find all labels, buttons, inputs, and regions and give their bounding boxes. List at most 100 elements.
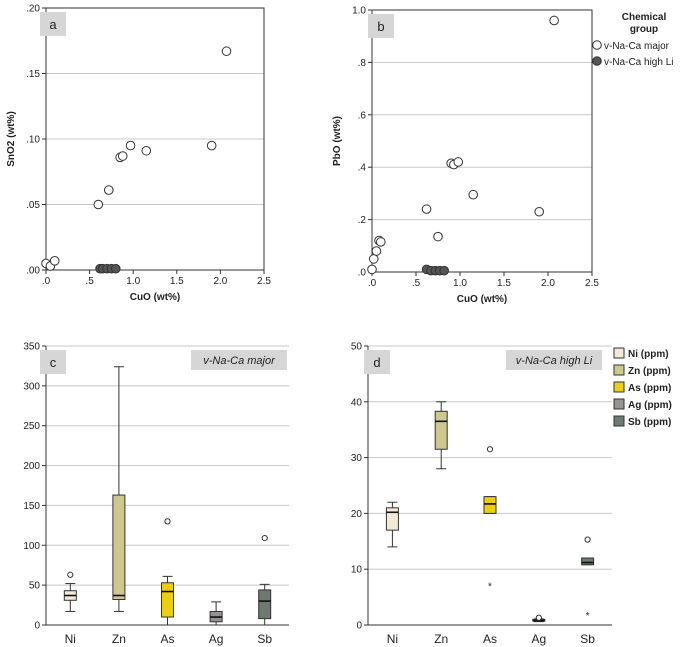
x-tick-label: .0 bbox=[368, 278, 377, 289]
box-iqr bbox=[483, 496, 497, 514]
legend-title: group bbox=[630, 24, 658, 35]
panel-label-box bbox=[368, 14, 394, 38]
y-axis-label: SnO2 (wt%) bbox=[6, 111, 17, 167]
outlier-point bbox=[486, 446, 494, 453]
category-label: Sb bbox=[257, 632, 272, 646]
legend-label: As (ppm) bbox=[628, 383, 671, 394]
y-tick-label: 300 bbox=[23, 381, 40, 392]
legend-swatch bbox=[613, 347, 625, 359]
y-tick-label: .0 bbox=[358, 268, 367, 279]
legend-label: v-Na-Ca major bbox=[604, 41, 670, 52]
group-tag-box bbox=[506, 350, 602, 370]
point-major bbox=[549, 15, 559, 26]
extreme-point: * bbox=[586, 611, 590, 622]
y-tick-label: 350 bbox=[23, 342, 40, 353]
legend-marker bbox=[592, 40, 602, 50]
y-tick-label: 0 bbox=[34, 621, 40, 632]
y-tick-label: .2 bbox=[358, 215, 367, 226]
point-major bbox=[125, 140, 136, 151]
legend-label: v-Na-Ca high Li bbox=[604, 57, 673, 68]
point-major bbox=[421, 204, 432, 214]
group-tag-box bbox=[191, 350, 287, 370]
category-label: Ni bbox=[65, 632, 76, 646]
panel-b-scatter-pbo: .0 .2 .4 .6 .8 1.0 .0 .5 1.0 1.5 2.0 2.5 CuO (wt%) Pb… bbox=[332, 6, 673, 306]
box-sb bbox=[258, 535, 272, 626]
box-zn bbox=[112, 366, 126, 612]
x-tick-label: 1.0 bbox=[126, 276, 140, 287]
category-label: Ni bbox=[387, 632, 398, 646]
y-tick-label: .6 bbox=[358, 110, 367, 121]
box-iqr bbox=[112, 494, 126, 600]
x-tick-label: 1.5 bbox=[497, 278, 511, 289]
box-ag bbox=[532, 614, 546, 623]
y-tick-label: .8 bbox=[358, 58, 367, 69]
legend-swatch bbox=[613, 398, 625, 410]
y-tick-label: 0 bbox=[356, 621, 362, 632]
category-label: As bbox=[483, 632, 497, 646]
y-tick-label: 200 bbox=[23, 461, 40, 472]
box-iqr bbox=[385, 507, 399, 531]
y-tick-label: .20 bbox=[26, 4, 40, 15]
plot-frame bbox=[371, 9, 593, 273]
outlier-point bbox=[584, 536, 591, 543]
x-tick-label: 2.5 bbox=[585, 278, 599, 289]
y-tick-label: 30 bbox=[351, 453, 363, 464]
category-label: Zn bbox=[112, 632, 126, 646]
point-high-li bbox=[110, 263, 121, 274]
y-tick-label: 50 bbox=[29, 581, 41, 592]
point-major bbox=[49, 256, 60, 266]
panel-a-scatter-sno2: .00 .05 .10 .15 .20 .0 .5 1.0 1.5 2.0 2.5 CuO (wt%)… bbox=[6, 4, 271, 304]
outlier-point bbox=[164, 518, 171, 525]
point-major bbox=[367, 264, 377, 275]
group-tag: v-Na-Ca major bbox=[203, 355, 276, 367]
point-major bbox=[221, 46, 232, 57]
x-tick-label: 2.0 bbox=[541, 278, 555, 289]
category-label: Ag bbox=[531, 632, 546, 646]
panel-label-box bbox=[40, 12, 66, 36]
y-tick-label: 40 bbox=[351, 397, 363, 408]
point-major bbox=[368, 254, 379, 264]
y-tick-label: .05 bbox=[26, 200, 40, 211]
panel-label: c bbox=[50, 355, 57, 370]
point-major bbox=[468, 189, 479, 200]
legend-swatch bbox=[613, 381, 625, 393]
legend-label: Ni (ppm) bbox=[628, 349, 669, 360]
extreme-point: * bbox=[488, 581, 492, 592]
x-axis-label: CuO (wt%) bbox=[130, 292, 181, 303]
point-major bbox=[376, 237, 386, 247]
y-tick-label: 1.0 bbox=[352, 6, 366, 17]
box-ni bbox=[385, 501, 399, 548]
point-major bbox=[453, 157, 464, 167]
category-label: Sb bbox=[580, 632, 595, 646]
box-iqr bbox=[161, 582, 174, 618]
y-tick-label: 20 bbox=[351, 509, 363, 520]
y-tick-label: 50 bbox=[351, 342, 363, 353]
panel-c-boxplot-major: 0 50 100 150 200 250 300 350 Ni Zn As Ag Sb c v-Na-Ca … bbox=[23, 342, 289, 646]
y-tick-label: 150 bbox=[23, 501, 40, 512]
x-tick-label: 1.5 bbox=[170, 276, 184, 287]
y-tick-label: 250 bbox=[23, 421, 40, 432]
box-as: * bbox=[483, 446, 497, 592]
y-axis-label: PbO (wt%) bbox=[332, 116, 343, 166]
group-tag: v-Na-Ca high Li bbox=[516, 355, 593, 367]
point-high-li bbox=[439, 265, 449, 276]
panel-label: a bbox=[49, 17, 57, 32]
y-tick-label: .10 bbox=[26, 135, 40, 146]
x-tick-label: .5 bbox=[412, 278, 421, 289]
point-major bbox=[206, 140, 217, 151]
legend-label: Zn (ppm) bbox=[628, 366, 671, 377]
category-label: As bbox=[160, 632, 174, 646]
box-as bbox=[161, 518, 174, 626]
panel-d-boxplot-high-li: 0 10 20 30 40 50 Ni Zn * As Ag * Sb d v-Na-Ca high Li N… bbox=[351, 342, 672, 647]
box-iqr bbox=[434, 410, 448, 450]
point-major bbox=[93, 199, 104, 210]
plot-frame bbox=[45, 7, 265, 271]
box-ni bbox=[63, 571, 77, 612]
x-tick-label: .0 bbox=[42, 276, 51, 287]
y-tick-label: 100 bbox=[23, 541, 40, 552]
x-tick-label: 2.0 bbox=[213, 276, 227, 287]
x-axis-label: CuO (wt%) bbox=[457, 294, 508, 305]
box-iqr bbox=[581, 557, 595, 566]
category-label: Zn bbox=[434, 632, 448, 646]
